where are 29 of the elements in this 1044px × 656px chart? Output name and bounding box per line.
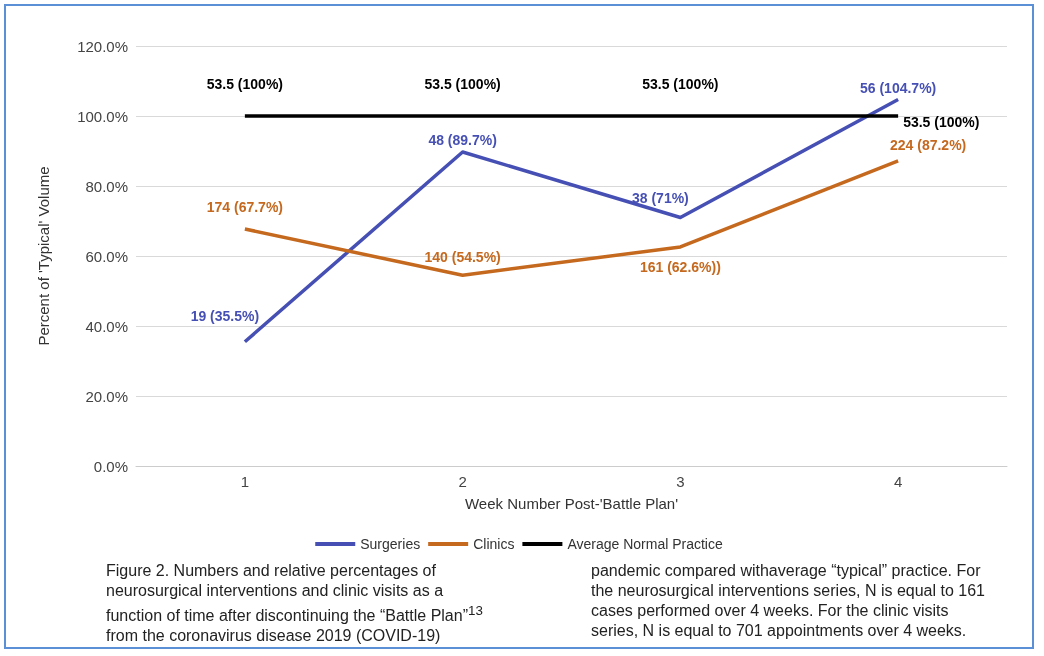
data-label: 53.5 (100%) xyxy=(206,76,284,92)
data-label: 48 (89.7%) xyxy=(428,132,497,149)
y-tick-label: 40.0% xyxy=(85,317,128,335)
x-tick-label: 3 xyxy=(676,473,685,490)
y-tick-label: 60.0% xyxy=(85,247,128,265)
text: Figure 2. Numbers and relative percentages of neurosurgical interventions and clinic visits as a function of time after discontinuing the “Battle Plan”$^{13}$ from the coronavirus disease 2019 (COVID-19) pandemic compared withaverage “typical” practice. For the neurosurgical interventions series, N is equal to 161 cases performed over 4 weeks. For the clinic visits series, N is equal to 701 appointments over 4 weeks. xyxy=(106,562,985,645)
data-label: 53.5 (100%) xyxy=(424,76,501,92)
data-label: 53.5 (100%) xyxy=(903,114,980,130)
legend-label: Average Normal Practice xyxy=(567,536,723,552)
data-label: 174 (67.7%) xyxy=(206,199,284,216)
y-tick-label: 120.0% xyxy=(77,37,128,55)
y-tick-label: 80.0% xyxy=(85,177,128,195)
y-axis-title: Percent of 'Typical' Volume xyxy=(35,166,52,346)
x-axis-title: Week Number Post-'Battle Plan' xyxy=(464,495,679,512)
legend-label: Surgeries xyxy=(360,536,421,552)
legend-label: Clinics xyxy=(473,536,515,552)
data-label: 140 (54.5%) xyxy=(424,249,501,266)
x-tick-label: 1 xyxy=(240,473,250,490)
x-tick-label: 2 xyxy=(458,473,467,490)
y-tick-label: 100.0% xyxy=(77,107,128,125)
x-tick-label: 4 xyxy=(893,473,903,490)
data-label: 38 (71%) xyxy=(631,189,689,206)
data-label: 56 (104.7%) xyxy=(859,79,937,96)
y-tick-label: 0.0% xyxy=(93,457,128,475)
data-label: 224 (87.2%) xyxy=(889,136,967,153)
data-label: 161 (62.6%)) xyxy=(639,258,721,275)
data-label: 19 (35.5%) xyxy=(190,307,260,324)
y-tick-label: 20.0% xyxy=(85,387,128,405)
data-label: 53.5 (100%) xyxy=(642,76,719,92)
